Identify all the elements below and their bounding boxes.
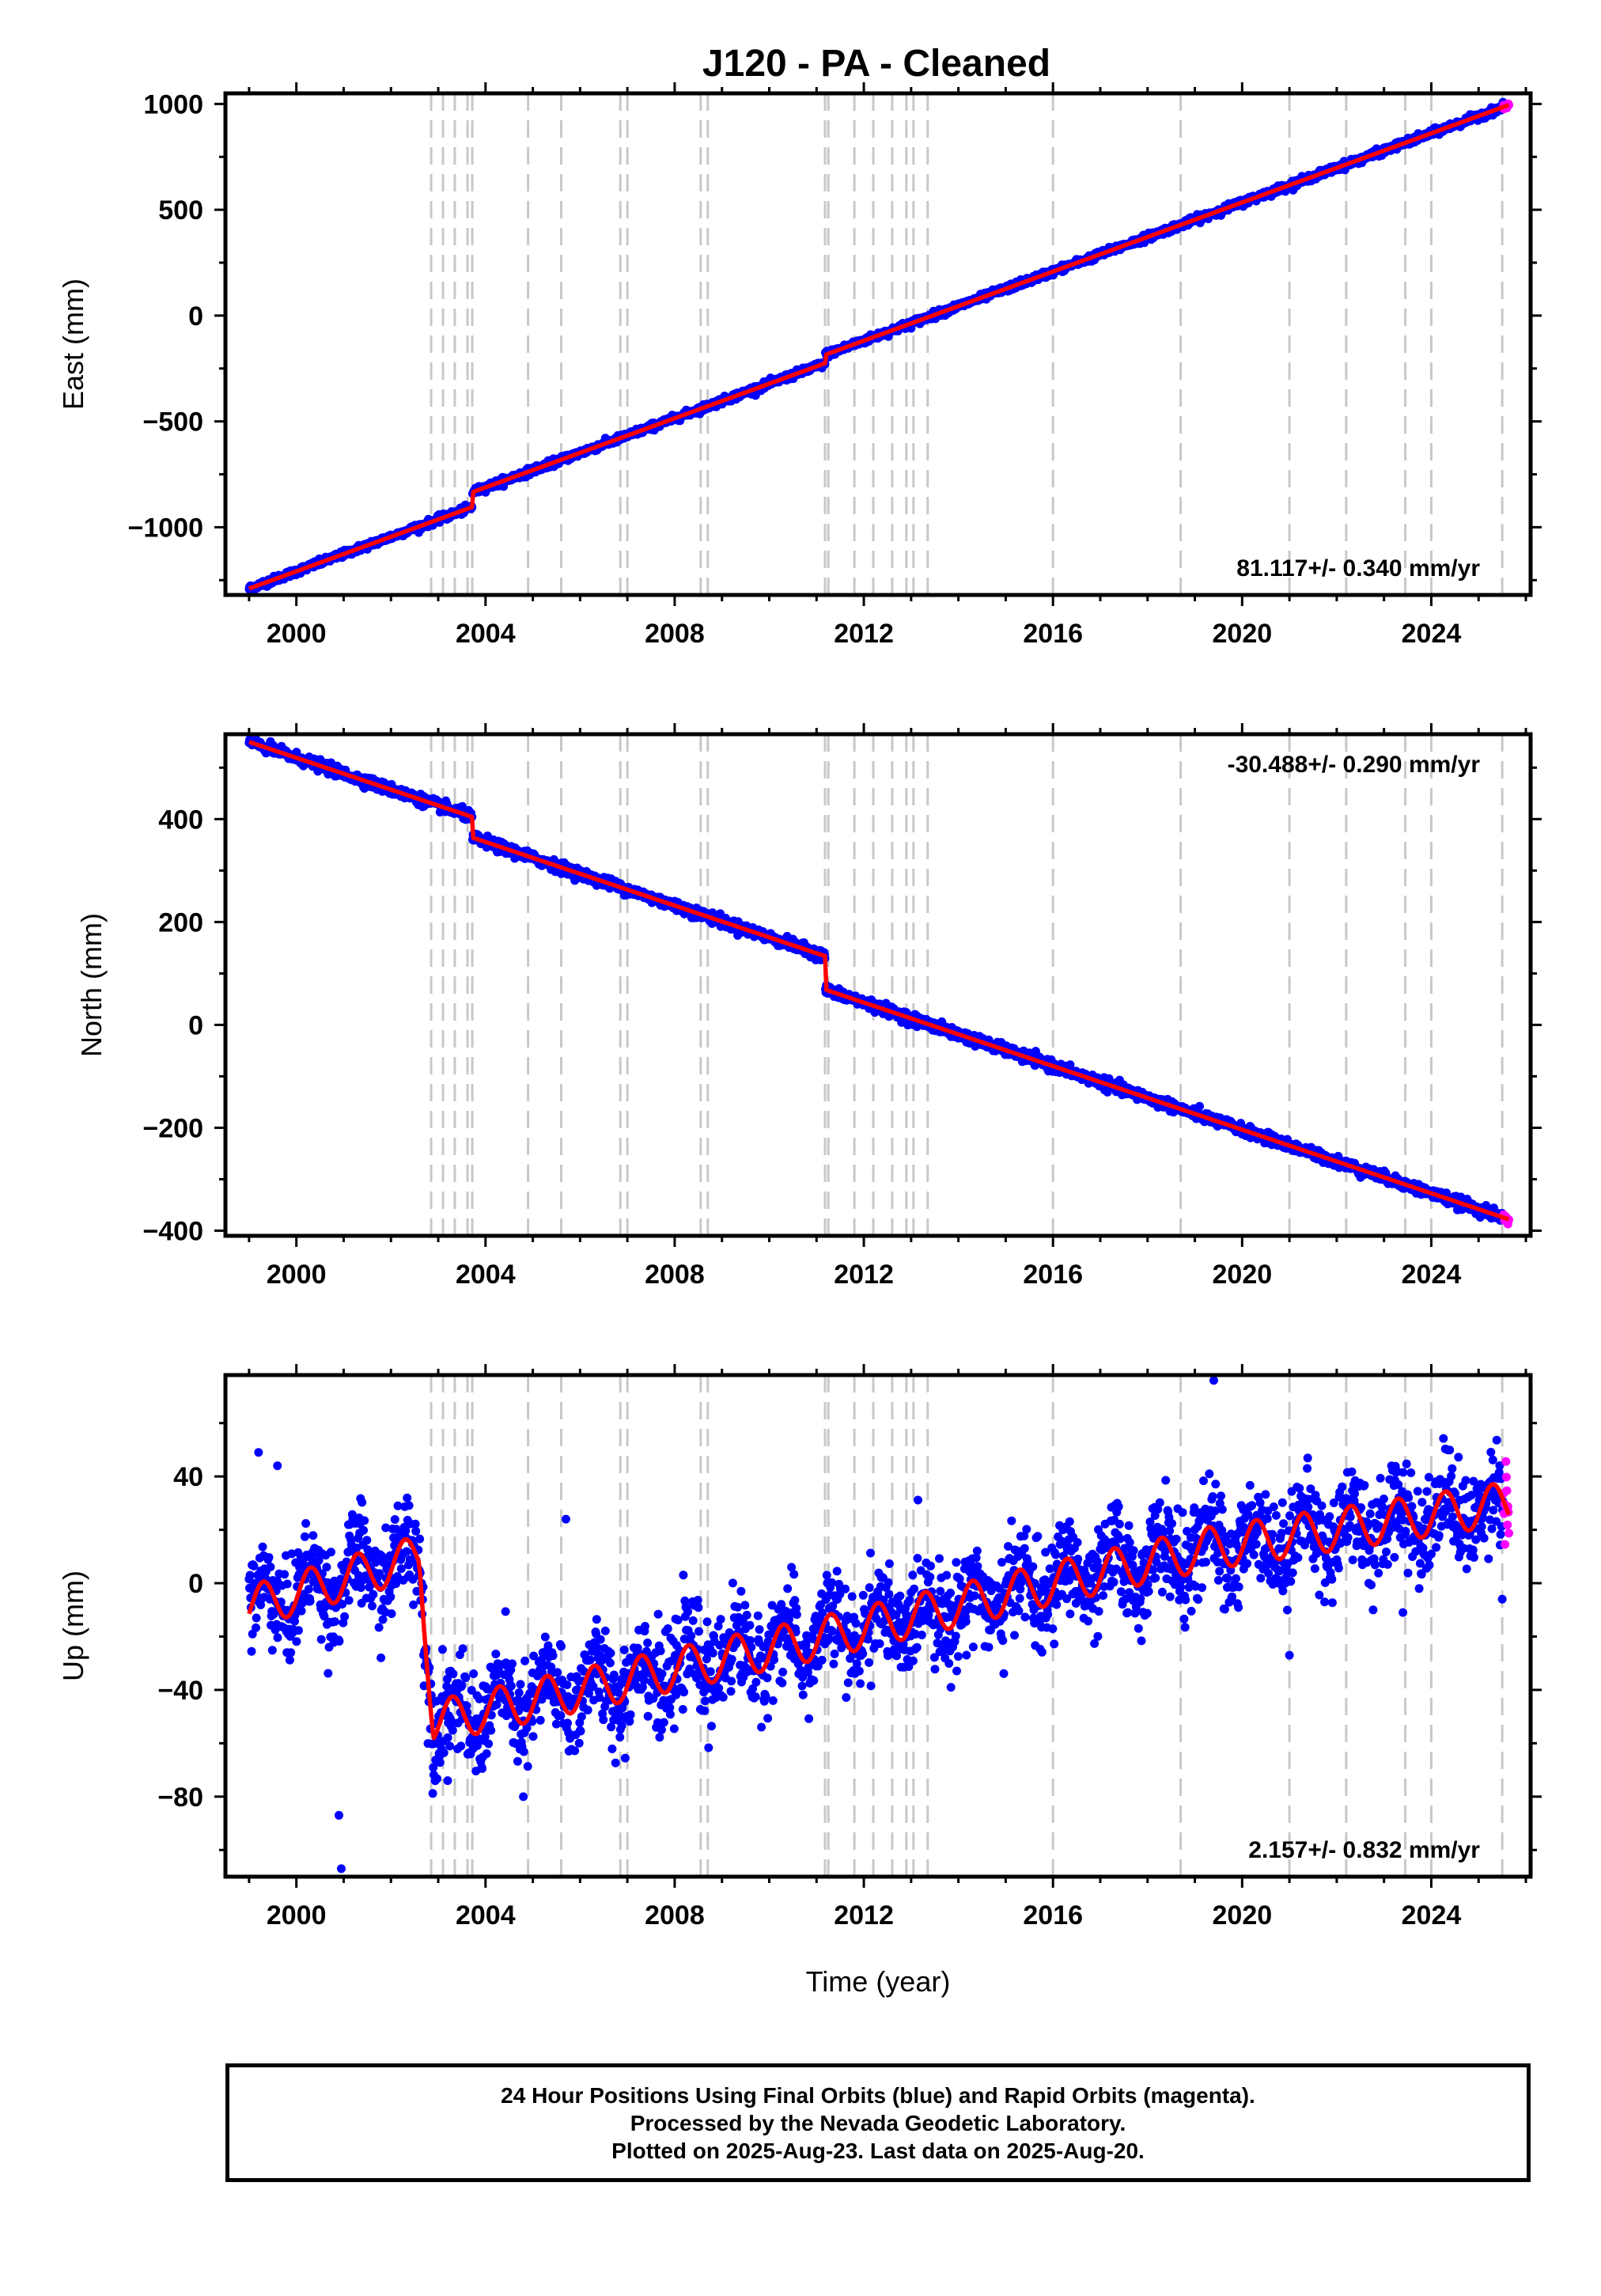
x-tick-label: 2012 [834, 619, 894, 649]
x-tick-label: 2016 [1023, 619, 1083, 649]
x-tick-label: 2004 [456, 619, 516, 649]
data-point [1195, 1101, 1204, 1111]
x-tick-label: 2020 [1213, 619, 1273, 649]
east-rate-label: 81.117+/- 0.340 mm/yr [1236, 555, 1480, 582]
x-tick-label: 2000 [267, 619, 327, 649]
east-plot-frame [223, 91, 1533, 597]
x-tick-label: 2008 [645, 619, 705, 649]
x-tick-label: 2024 [1402, 619, 1462, 649]
y-tick-label: 500 [158, 195, 203, 225]
chart-title: J120 - PA - Cleaned [702, 43, 1050, 85]
east-axis-label: East (mm) [57, 278, 89, 410]
data-point [458, 801, 467, 811]
north-data-points [244, 735, 1513, 1229]
north-panel: 2000 2004 2008 2012 2016 2020 2024−400−2000200… [75, 723, 1542, 1290]
y-tick-label: 1000 [143, 89, 203, 119]
y-tick-label: −1000 [128, 513, 204, 543]
east-model-line [248, 103, 1510, 591]
y-tick-label: 0 [188, 301, 203, 332]
y-tick-label: −500 [142, 407, 203, 438]
east-panel: 2000 2004 2008 2012 2016 2020 2024 −1000 −500 0 50… [57, 82, 1542, 649]
